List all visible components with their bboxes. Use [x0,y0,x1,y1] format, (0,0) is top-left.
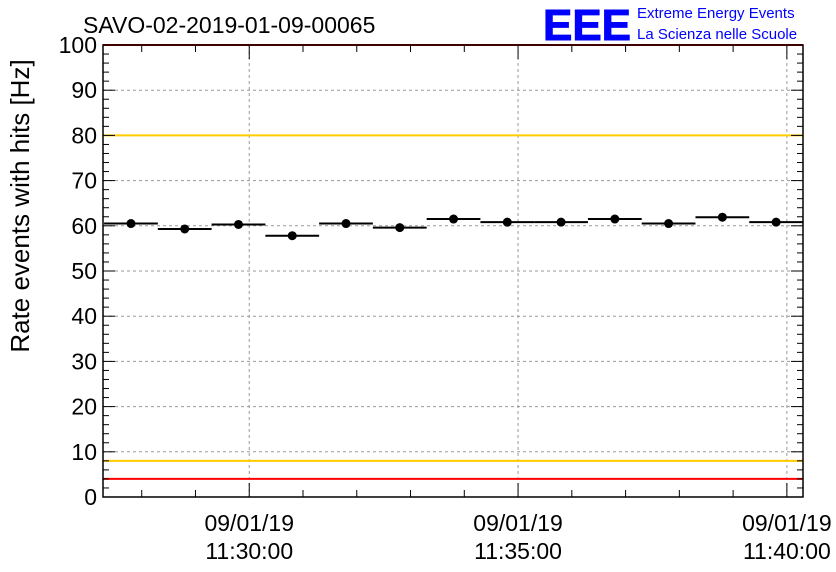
y-tick-label: 30 [71,348,97,374]
y-tick-label: 20 [71,394,97,420]
data-point [233,219,243,229]
y-tick-label: 0 [84,484,97,510]
y-tick-label: 70 [71,168,97,194]
chart-title: SAVO-02-2019-01-09-00065 [83,12,375,38]
x-tick-label-time: 11:40:00 [743,538,831,564]
y-tick-label: 10 [71,439,97,465]
axis-ticks [103,44,803,498]
data-point [717,212,727,222]
data-point [287,231,297,241]
grid-lines [103,45,803,497]
x-tick-label-date: 09/01/19 [742,510,832,536]
reference-lines [103,44,803,480]
y-tick-label: 40 [71,303,97,329]
data-point [664,219,674,229]
logo-mark: EEE [543,1,631,50]
y-tick-label: 100 [59,32,97,58]
x-tick-label-time: 11:35:00 [474,538,562,564]
data-series [104,212,803,241]
y-tick-label: 80 [71,122,97,148]
x-tick-label-time: 11:30:00 [205,538,293,564]
y-tick-label: 60 [71,213,97,239]
data-point [180,224,190,234]
logo-line-2: La Scienza nelle Scuole [637,26,797,43]
eee-logo: EEE Extreme Energy Events La Scienza nel… [543,1,798,51]
tick-labels: 010203040506070809010009/01/1911:30:0009… [59,32,832,564]
y-axis-label: Rate events with hits [Hz] [5,59,35,352]
data-point [341,219,351,229]
x-tick-label-date: 09/01/19 [204,510,294,536]
y-tick-label: 90 [71,77,97,103]
data-point [126,219,136,229]
data-point [395,223,405,233]
data-point [502,217,512,227]
logo-line-1: Extreme Energy Events [637,5,795,22]
data-point [449,214,459,224]
data-point [771,217,781,227]
y-tick-label: 50 [71,258,97,284]
data-point [556,217,566,227]
data-point [610,214,620,224]
x-tick-label-date: 09/01/19 [473,510,563,536]
